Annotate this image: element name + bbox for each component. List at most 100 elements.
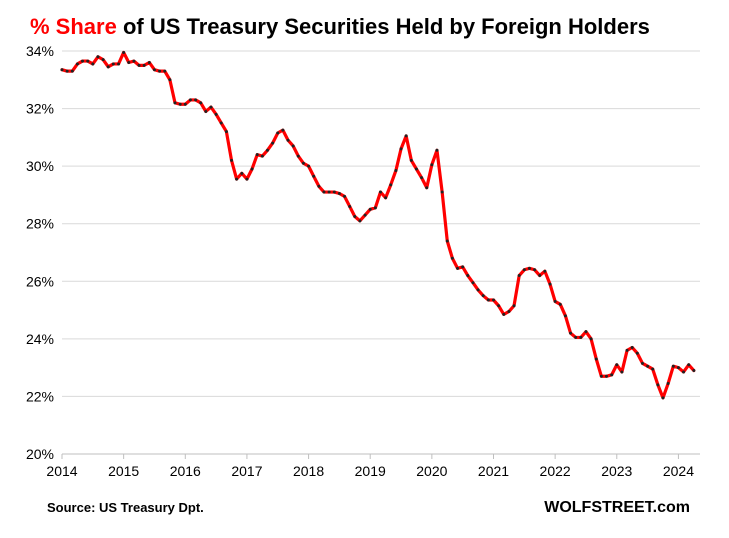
data-point <box>425 186 429 190</box>
data-point <box>640 361 644 365</box>
data-point <box>450 256 454 260</box>
data-point <box>527 266 531 270</box>
data-point <box>250 167 254 171</box>
data-point <box>312 174 316 178</box>
data-point <box>399 147 403 151</box>
data-point <box>502 312 506 316</box>
data-point <box>651 367 655 371</box>
data-point <box>81 59 85 63</box>
x-tick-label: 2019 <box>355 463 386 479</box>
data-point <box>240 171 244 175</box>
data-point <box>276 131 280 135</box>
data-point <box>620 370 624 374</box>
data-point <box>96 55 100 59</box>
data-point <box>271 141 275 145</box>
data-point <box>430 163 434 167</box>
data-point <box>260 154 264 158</box>
chart-title: % Share of US Treasury Securities Held b… <box>30 14 650 39</box>
data-point <box>65 69 69 73</box>
data-point <box>584 330 588 334</box>
x-tick-label: 2016 <box>170 463 201 479</box>
y-tick-label: 26% <box>26 273 54 289</box>
data-point <box>142 63 146 67</box>
data-point <box>394 168 398 172</box>
x-tick-label: 2023 <box>601 463 632 479</box>
data-point <box>692 369 696 373</box>
data-point <box>404 134 408 138</box>
data-point <box>471 281 475 285</box>
data-point <box>486 298 490 302</box>
y-tick-label: 24% <box>26 331 54 347</box>
data-point <box>219 121 223 125</box>
data-point <box>235 177 239 181</box>
x-tick-label: 2018 <box>293 463 324 479</box>
y-tick-label: 34% <box>26 43 54 59</box>
data-point <box>122 50 126 54</box>
data-point <box>183 102 187 106</box>
data-point <box>604 374 608 378</box>
data-point <box>132 59 136 63</box>
data-point <box>281 128 285 132</box>
y-tick-label: 20% <box>26 446 54 462</box>
data-point <box>101 58 105 62</box>
data-point <box>204 109 208 113</box>
data-point <box>337 191 341 195</box>
data-point <box>594 357 598 361</box>
data-point <box>538 274 542 278</box>
data-point <box>255 153 259 157</box>
data-point <box>75 62 79 66</box>
data-point <box>666 381 670 385</box>
data-point <box>194 98 198 102</box>
data-point <box>301 161 305 165</box>
data-point <box>317 184 321 188</box>
data-point <box>517 274 521 278</box>
data-point <box>414 167 418 171</box>
data-point <box>533 268 537 272</box>
data-point <box>127 61 131 65</box>
data-point <box>574 335 578 339</box>
data-point <box>409 158 413 162</box>
data-point <box>368 207 372 211</box>
data-point <box>445 239 449 243</box>
data-point <box>461 265 465 269</box>
data-point <box>661 396 665 400</box>
data-point <box>178 102 182 106</box>
data-point <box>625 348 629 352</box>
data-point <box>152 68 156 72</box>
data-point <box>656 383 660 387</box>
data-point <box>589 337 593 341</box>
data-point <box>507 310 511 314</box>
data-point <box>379 190 383 194</box>
data-point <box>353 215 357 219</box>
data-point <box>91 62 95 66</box>
data-point <box>563 314 567 318</box>
data-point <box>363 213 367 217</box>
data-point <box>343 194 347 198</box>
data-point <box>420 176 424 180</box>
data-point <box>389 183 393 187</box>
x-tick-label: 2015 <box>108 463 139 479</box>
data-point <box>491 298 495 302</box>
y-tick-label: 28% <box>26 216 54 232</box>
data-point <box>548 282 552 286</box>
data-point <box>224 130 228 134</box>
data-point <box>307 164 311 168</box>
series-group <box>60 50 696 400</box>
data-point <box>214 112 218 116</box>
data-point <box>117 62 121 66</box>
data-point <box>522 268 526 272</box>
x-tick-label: 2021 <box>478 463 509 479</box>
data-point <box>111 62 115 66</box>
brand-label: WOLFSTREET.com <box>544 499 690 516</box>
grid-lines <box>61 50 700 459</box>
data-point <box>435 148 439 152</box>
y-axis-tick-labels: 20% 22% 24% 26% 28% 30% 32% 34% <box>26 43 54 462</box>
data-point <box>245 177 249 181</box>
data-point <box>553 299 557 303</box>
data-point <box>286 138 290 142</box>
data-point <box>291 144 295 148</box>
x-tick-label: 2022 <box>540 463 571 479</box>
x-tick-label: 2014 <box>46 463 77 479</box>
data-point <box>599 374 603 378</box>
x-tick-label: 2020 <box>416 463 447 479</box>
